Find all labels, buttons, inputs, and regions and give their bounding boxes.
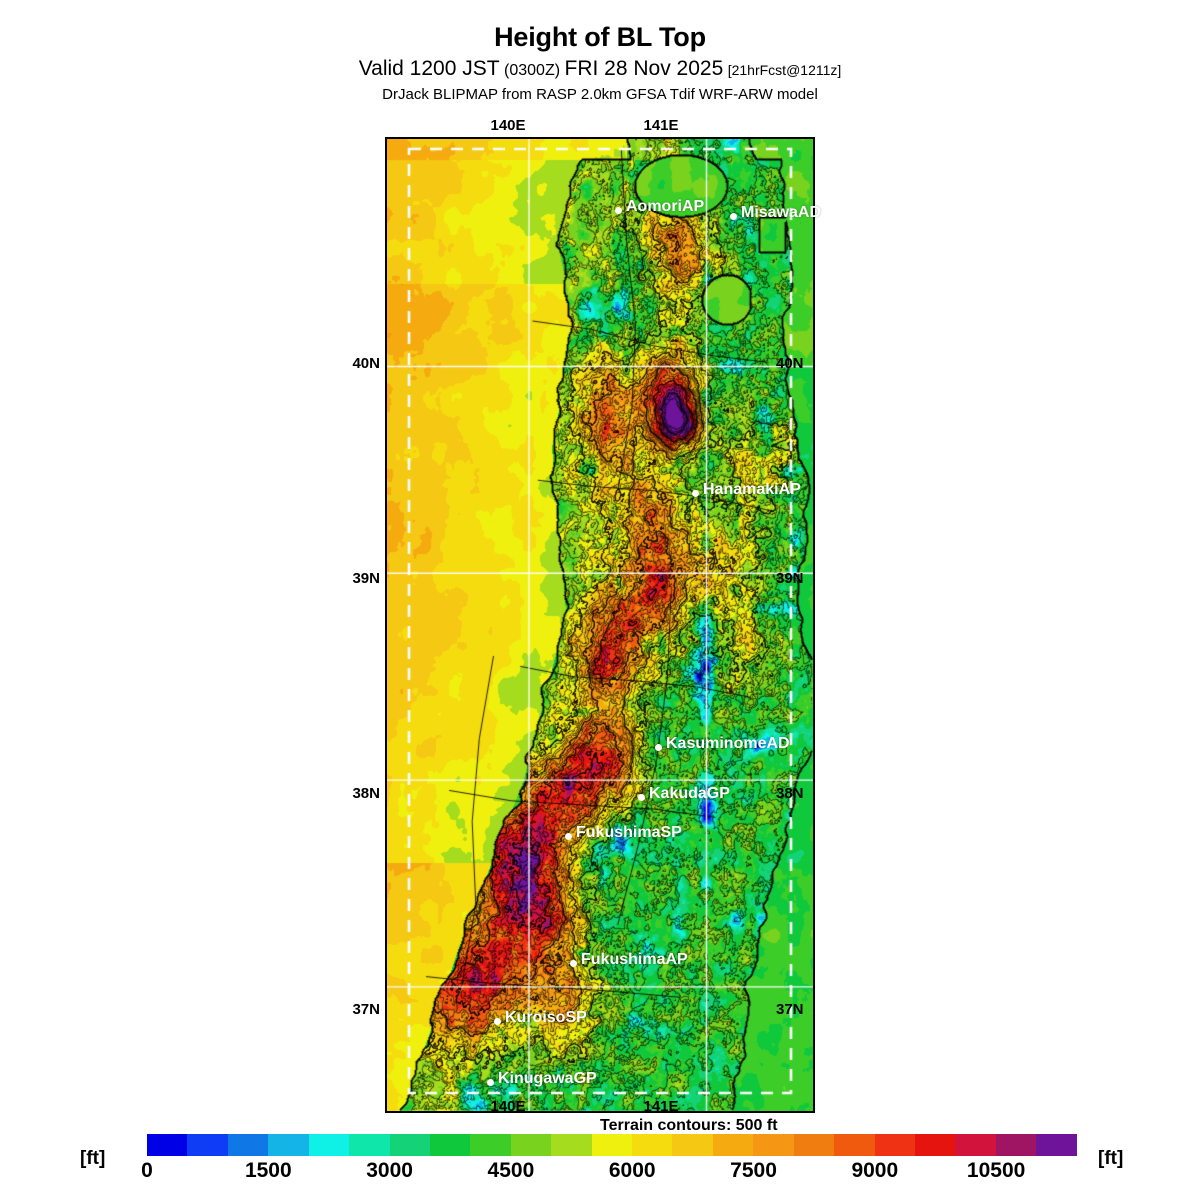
colorbar-tick-4500: 4500	[487, 1159, 535, 1182]
valid-time-line: Valid 1200 JST (0300Z) FRI 28 Nov 2025 […	[0, 57, 1200, 81]
colorbar-tick-7500: 7500	[730, 1159, 777, 1182]
colorbar-band-8	[470, 1134, 511, 1156]
map-plot-area[interactable]	[385, 137, 815, 1113]
colorbar-band-5	[349, 1134, 390, 1156]
model-line: DrJack BLIPMAP from RASP 2.0km GFSA Tdif…	[382, 86, 818, 103]
city-dot-icon	[570, 960, 577, 967]
colorbar-band-21	[995, 1134, 1037, 1156]
lat-label-left-39N: 39N	[352, 570, 380, 587]
city-dot-icon	[638, 794, 645, 801]
city-label: KuroisoSP	[505, 1009, 587, 1026]
lat-label-left-37N: 37N	[352, 1001, 380, 1018]
city-dot-icon	[615, 207, 622, 214]
colorbar-band-19	[915, 1134, 956, 1156]
colorbar-tick-0: 0	[141, 1159, 153, 1182]
colorbar-band-11	[591, 1134, 633, 1156]
valid-utc: (0300Z)	[504, 62, 561, 79]
colorbar-band-1	[187, 1134, 228, 1156]
colorbar[interactable]	[147, 1134, 1077, 1156]
colorbar-band-16	[793, 1134, 835, 1156]
colorbar-tick-6000: 6000	[608, 1159, 656, 1182]
colorbar-band-3	[268, 1134, 309, 1156]
lat-label-left-38N: 38N	[352, 785, 380, 802]
colorbar-units-right: [ft]	[1098, 1148, 1124, 1169]
city-dot-icon	[487, 1079, 494, 1086]
colorbar-tick-1500: 1500	[244, 1159, 292, 1182]
lon-label-bottom-141E: 141E	[643, 1098, 679, 1115]
colorbar-tick-10500: 10500	[966, 1159, 1026, 1182]
valid-prefix: Valid 1200 JST	[358, 57, 500, 80]
colorbar-band-17	[834, 1134, 875, 1156]
lon-label-top-141E: 141E	[643, 117, 679, 134]
colorbar-units-left: [ft]	[80, 1148, 106, 1169]
city-label: FukushimaSP	[576, 824, 682, 841]
colorbar-band-15	[753, 1134, 794, 1156]
colorbar-band-22	[1036, 1134, 1077, 1156]
colorbar-band-14	[712, 1134, 754, 1156]
lat-label-right-40N: 40N	[776, 355, 804, 372]
city-label: KakudaGP	[649, 785, 730, 802]
valid-date: FRI 28 Nov 2025	[564, 57, 724, 80]
city-label: MisawaAD	[741, 204, 822, 221]
forecast-tag: [21hrFcst@1211z]	[727, 62, 842, 78]
colorbar-band-9	[510, 1134, 552, 1156]
lat-label-right-39N: 39N	[776, 570, 804, 587]
colorbar-band-12	[632, 1134, 673, 1156]
colorbar-band-4	[308, 1134, 350, 1156]
city-dot-icon	[565, 833, 572, 840]
colorbar-band-0	[147, 1134, 188, 1156]
bl-top-heatmap	[387, 139, 813, 1111]
lon-label-bottom-140E: 140E	[490, 1098, 526, 1115]
colorbar-tick-9000: 9000	[851, 1159, 899, 1182]
city-label: KinugawaGP	[498, 1070, 597, 1087]
colorbar-band-6	[389, 1134, 430, 1156]
colorbar-tick-3000: 3000	[366, 1159, 413, 1182]
lat-label-right-37N: 37N	[776, 1001, 804, 1018]
colorbar-band-7	[429, 1134, 471, 1156]
city-label: FukushimaAP	[581, 951, 688, 968]
city-dot-icon	[655, 744, 662, 751]
city-dot-icon	[730, 213, 737, 220]
city-dot-icon	[692, 490, 699, 497]
colorbar-band-2	[227, 1134, 269, 1156]
city-dot-icon	[494, 1018, 501, 1025]
lon-label-top-140E: 140E	[490, 117, 526, 134]
page-title: Height of BL Top	[494, 22, 706, 52]
city-label: HanamakiAP	[703, 481, 801, 498]
city-label: AomoriAP	[626, 198, 705, 215]
colorbar-band-10	[551, 1134, 592, 1156]
colorbar-band-13	[672, 1134, 713, 1156]
colorbar-band-18	[874, 1134, 916, 1156]
terrain-contour-note: Terrain contours: 500 ft	[600, 1117, 778, 1134]
lat-label-left-40N: 40N	[352, 355, 380, 372]
city-label: KasuminomeAD	[666, 735, 790, 752]
colorbar-band-20	[955, 1134, 996, 1156]
lat-label-right-38N: 38N	[776, 785, 804, 802]
